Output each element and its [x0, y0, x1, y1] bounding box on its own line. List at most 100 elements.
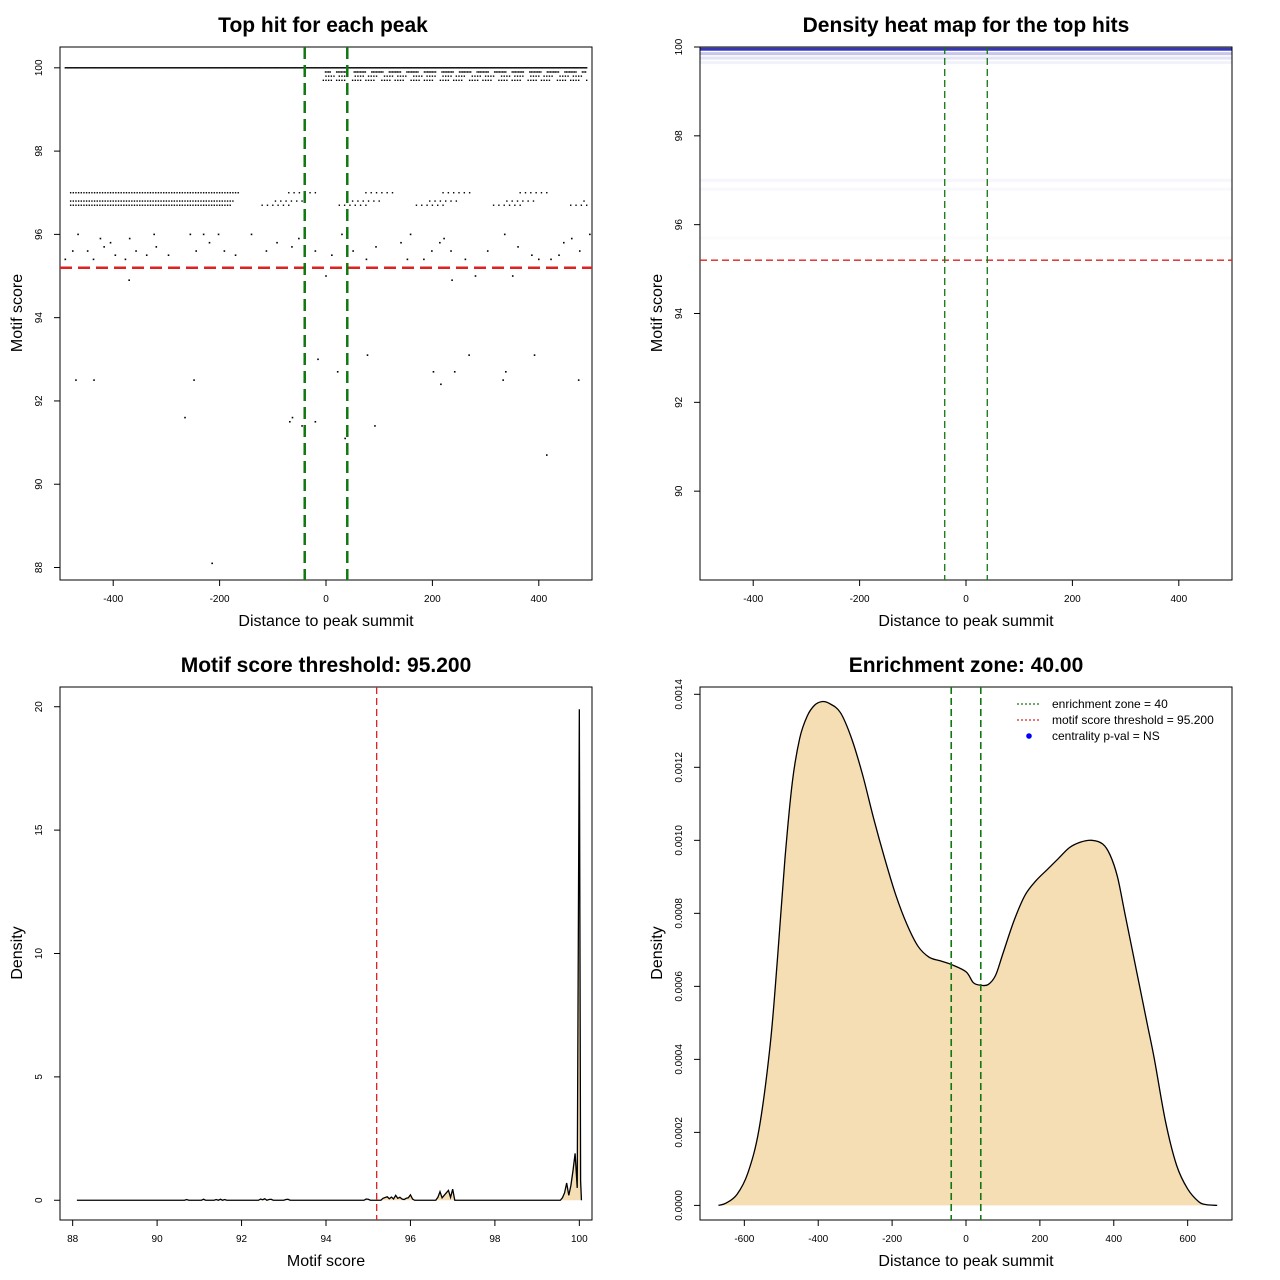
data-point — [143, 67, 145, 69]
data-point — [113, 67, 115, 69]
data-point — [568, 67, 571, 69]
data-point — [381, 79, 383, 82]
data-point — [441, 67, 443, 69]
data-point — [323, 67, 325, 69]
data-point — [589, 233, 591, 236]
data-point — [291, 416, 294, 419]
data-point — [447, 67, 450, 69]
data-point — [468, 79, 471, 82]
data-point — [73, 67, 75, 69]
data-point — [415, 67, 418, 69]
data-point — [490, 67, 492, 69]
data-point — [455, 75, 458, 77]
y-tick-label: 0.0004 — [674, 1044, 685, 1075]
y-tick-label: 0.0014 — [674, 679, 685, 710]
data-point — [146, 67, 148, 69]
data-point — [564, 79, 567, 82]
data-point — [165, 192, 168, 194]
data-point — [508, 204, 511, 206]
data-point — [530, 192, 532, 194]
data-point — [563, 241, 565, 244]
x-tick-label: -200 — [882, 1234, 902, 1245]
data-point — [489, 67, 491, 69]
data-point — [460, 67, 462, 69]
data-point — [181, 192, 184, 194]
data-point — [354, 204, 356, 206]
data-point — [514, 79, 516, 82]
data-point — [470, 71, 472, 73]
data-point — [472, 67, 474, 69]
data-point — [291, 246, 293, 248]
data-point — [324, 67, 326, 69]
data-point — [563, 67, 566, 69]
density-area — [76, 709, 582, 1201]
data-point — [136, 67, 139, 69]
data-point — [362, 200, 364, 202]
data-point — [543, 79, 545, 82]
data-point — [255, 67, 257, 69]
data-point — [94, 67, 96, 69]
data-point — [413, 75, 415, 77]
data-point — [573, 71, 576, 73]
data-point — [463, 71, 466, 73]
data-point — [338, 204, 340, 206]
data-point — [288, 192, 290, 194]
plot-frame — [59, 46, 593, 581]
data-point — [261, 67, 263, 69]
data-point — [199, 67, 202, 69]
data-point — [407, 67, 409, 69]
data-point — [498, 67, 501, 69]
data-point — [125, 67, 127, 69]
data-point — [377, 71, 379, 73]
data-point — [359, 71, 362, 73]
data-point — [575, 71, 577, 73]
data-point — [85, 200, 88, 202]
data-point — [340, 71, 343, 73]
data-point — [268, 67, 271, 69]
data-point — [397, 79, 399, 82]
data-point — [256, 67, 258, 69]
data-point — [584, 67, 587, 69]
data-point — [484, 75, 487, 77]
data-point — [532, 75, 535, 77]
data-point — [417, 67, 420, 69]
data-point — [455, 200, 458, 202]
data-point — [507, 67, 509, 69]
data-point — [165, 200, 168, 202]
data-point — [128, 67, 130, 69]
data-point — [281, 67, 284, 69]
data-point — [440, 383, 442, 386]
data-point — [538, 71, 541, 73]
data-point — [450, 67, 453, 69]
data-point — [298, 67, 301, 69]
data-point — [410, 79, 412, 82]
data-point — [517, 71, 520, 73]
data-point — [405, 67, 407, 69]
data-point — [368, 67, 371, 69]
data-point — [389, 67, 391, 69]
data-point — [524, 192, 527, 194]
data-point — [279, 67, 281, 69]
data-point — [554, 71, 556, 73]
data-point — [109, 200, 112, 202]
data-point — [508, 75, 511, 77]
data-point — [223, 250, 226, 252]
data-point — [342, 71, 344, 73]
data-point — [357, 75, 359, 77]
data-point — [344, 67, 346, 69]
data-point — [532, 71, 534, 73]
data-point — [479, 75, 481, 77]
data-point — [336, 370, 339, 373]
data-point — [527, 79, 529, 82]
data-point — [399, 75, 402, 77]
data-point — [139, 204, 141, 206]
data-point — [468, 71, 470, 73]
x-axis-label: Distance to peak summit — [878, 613, 1054, 630]
data-point — [251, 67, 254, 69]
data-point — [335, 67, 338, 69]
x-tick-label: 0 — [323, 594, 329, 605]
heatmap-band — [700, 178, 1232, 182]
data-point — [129, 67, 131, 69]
x-tick-label: 92 — [236, 1234, 248, 1245]
data-point — [192, 67, 194, 69]
